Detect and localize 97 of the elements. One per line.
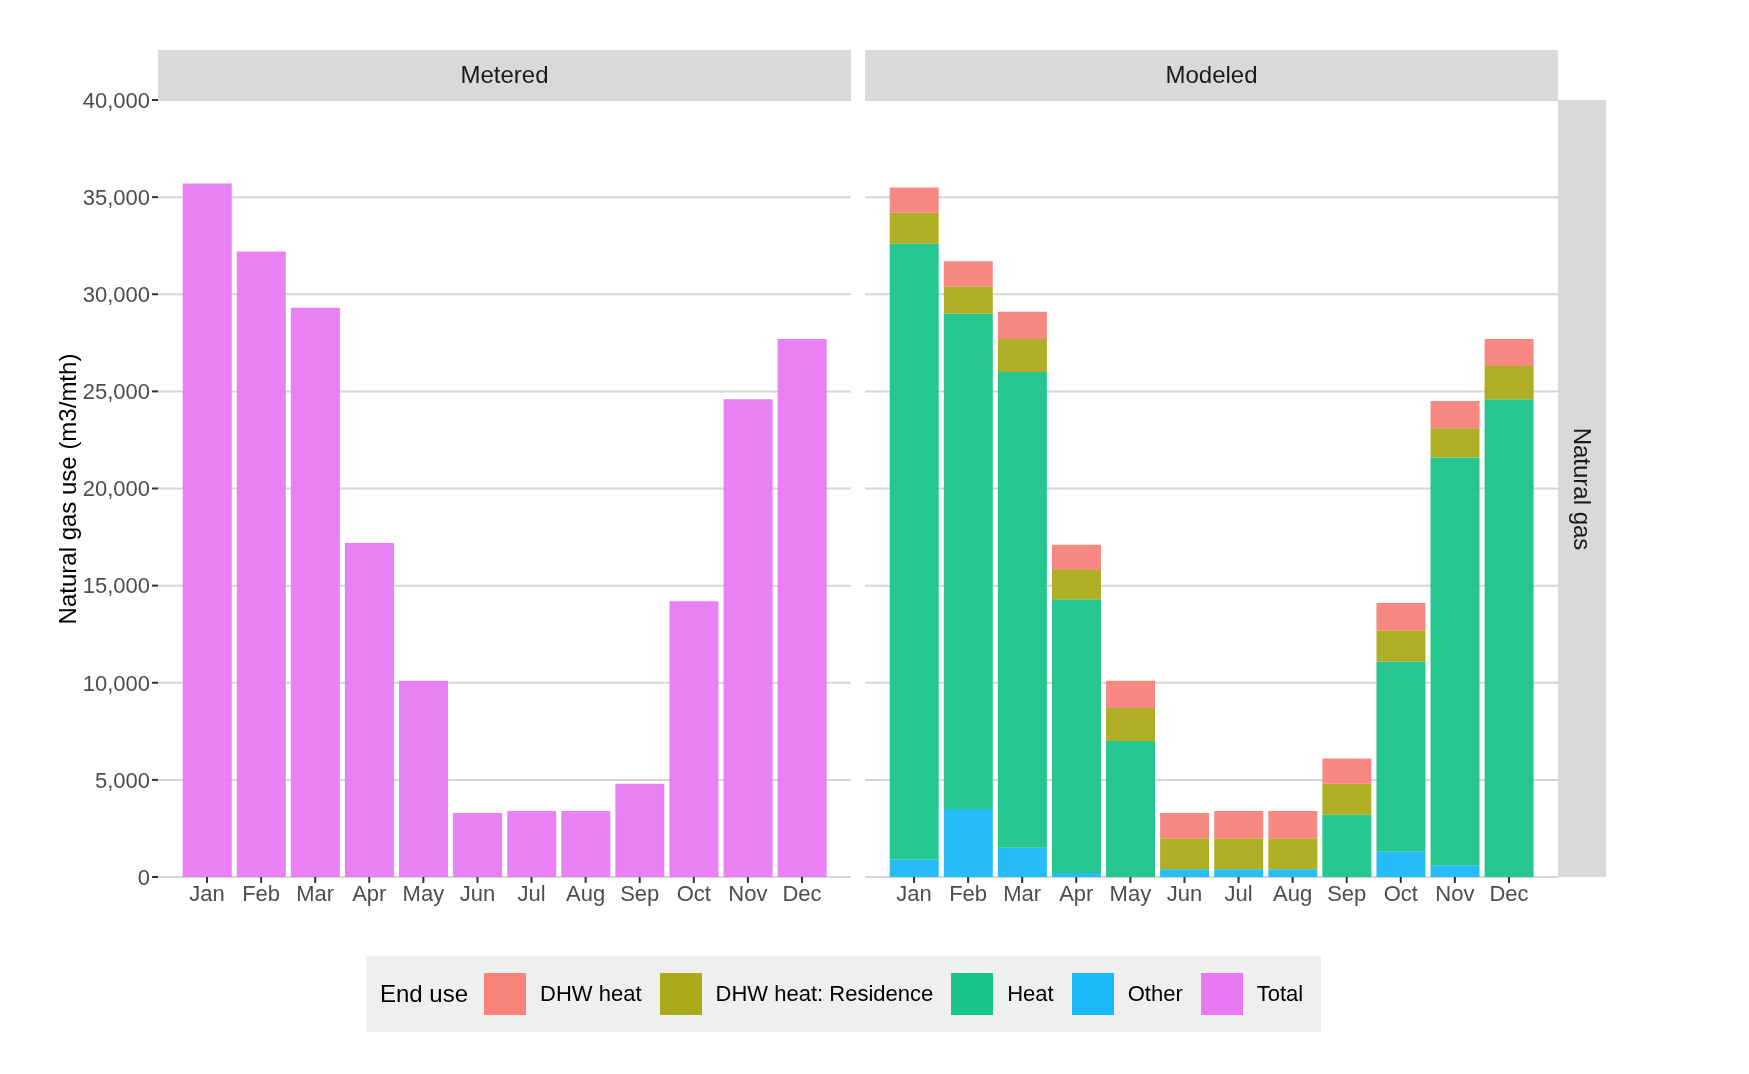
x-tick-label: Jul <box>517 880 546 906</box>
bar <box>1268 810 1318 839</box>
text: Natural gas <box>1568 427 1596 550</box>
bar <box>889 859 939 877</box>
bar <box>1051 599 1101 874</box>
bar <box>1106 741 1156 877</box>
y-axis-title: Natural gas use (m3/mth) <box>54 353 82 624</box>
x-tick-label: Apr <box>352 880 387 906</box>
bar <box>997 338 1047 372</box>
bar <box>1268 869 1318 877</box>
x-tick-label: Jan <box>189 880 225 906</box>
bar <box>1430 865 1480 877</box>
bar <box>1376 603 1426 631</box>
bar <box>723 399 773 877</box>
bar <box>1322 783 1372 815</box>
x-tick-label: Nov <box>728 880 768 906</box>
x-tick-label: May <box>402 880 445 906</box>
bar <box>889 243 939 860</box>
chart-title: Modeled <box>865 50 1558 100</box>
bar <box>182 183 232 877</box>
bar <box>1214 810 1264 839</box>
legend-label: Total <box>1256 981 1304 1007</box>
y-tick-label: 15,000 <box>82 573 150 599</box>
bar <box>997 311 1047 339</box>
bar <box>1268 838 1318 870</box>
bar <box>943 313 993 810</box>
bar <box>889 187 939 213</box>
y-tick-label: 20,000 <box>82 476 150 502</box>
bar <box>1376 661 1426 852</box>
legend-label: Heat <box>1007 981 1054 1007</box>
x-tick-label: Sep <box>620 880 660 906</box>
x-tick-label: Dec <box>782 880 822 906</box>
bar <box>453 812 503 877</box>
y-tick-label: 30,000 <box>82 282 150 308</box>
x-tick-label: Oct <box>1383 880 1418 906</box>
bar <box>889 212 939 244</box>
x-tick-label: Jun <box>459 880 496 906</box>
y-tick-label: 25,000 <box>82 379 150 405</box>
bar <box>1430 457 1480 866</box>
bar <box>997 371 1047 848</box>
bar <box>1484 366 1534 400</box>
bar <box>561 810 611 877</box>
x-tick-label: Nov <box>1435 880 1475 906</box>
legend-title: End use <box>380 980 469 1008</box>
bar <box>1430 428 1480 458</box>
bar <box>1484 338 1534 367</box>
y-tick-label: 40,000 <box>82 87 150 113</box>
y-tick-label: 5,000 <box>94 767 150 793</box>
x-tick-label: Aug <box>566 880 606 906</box>
bar <box>1106 680 1156 708</box>
x-tick-label: Feb <box>242 880 281 906</box>
legend-label: DHW heat <box>540 981 642 1007</box>
bar <box>1484 399 1534 877</box>
x-tick-label: Dec <box>1489 880 1529 906</box>
bar <box>1214 869 1264 877</box>
legend-label: DHW heat: Residence <box>715 981 934 1007</box>
y-tick-label: 10,000 <box>82 670 150 696</box>
bar <box>1322 814 1372 877</box>
x-tick-label: Aug <box>1273 880 1313 906</box>
bar <box>290 307 340 877</box>
x-tick-label: Oct <box>676 880 711 906</box>
x-tick-label: Mar <box>1003 880 1042 906</box>
x-tick-label: Jun <box>1166 880 1203 906</box>
bar <box>1214 838 1264 870</box>
bar <box>669 601 719 877</box>
bar <box>943 809 993 877</box>
chart-title: Metered <box>158 50 851 100</box>
x-tick-label: May <box>1109 880 1152 906</box>
bar <box>236 251 286 877</box>
y-tick-label: 0 <box>137 864 150 890</box>
bar <box>1160 838 1210 870</box>
bar <box>1322 758 1372 784</box>
x-tick-label: Mar <box>296 880 335 906</box>
bar <box>1051 570 1101 600</box>
bar <box>943 286 993 314</box>
bar <box>1160 869 1210 877</box>
bar <box>1376 851 1426 877</box>
bar <box>777 338 827 877</box>
bar <box>507 810 557 877</box>
legend-label: Other <box>1127 981 1183 1007</box>
y-tick-label: 35,000 <box>82 184 150 210</box>
x-tick-label: Sep <box>1327 880 1367 906</box>
bar <box>615 783 665 877</box>
bar <box>1106 708 1156 742</box>
x-tick-label: Jan <box>896 880 932 906</box>
x-tick-label: Apr <box>1059 880 1094 906</box>
bar <box>1430 401 1480 429</box>
x-tick-label: Feb <box>949 880 988 906</box>
bar <box>997 847 1047 877</box>
bar <box>1051 544 1101 571</box>
bar <box>399 680 449 877</box>
bar <box>344 542 394 877</box>
x-tick-label: Jul <box>1224 880 1253 906</box>
bar <box>1376 630 1426 662</box>
bar <box>1160 812 1210 839</box>
bar <box>943 261 993 287</box>
bar <box>1051 873 1101 877</box>
